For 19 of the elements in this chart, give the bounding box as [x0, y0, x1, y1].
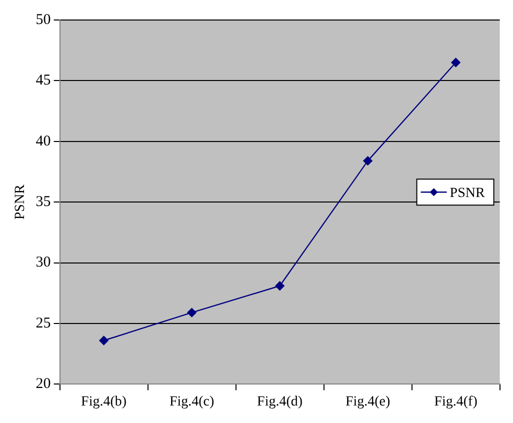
point	[275, 281, 284, 290]
point	[363, 156, 372, 166]
x-tick-label: Fig.4(f)	[434, 394, 478, 410]
y-axis-title: PSNR	[13, 184, 28, 220]
x-tick-label: Fig.4(d)	[257, 394, 303, 410]
legend-label: PSNR	[450, 186, 486, 201]
y-tick-label: 45	[36, 72, 51, 89]
y-tick-label: 25	[36, 315, 51, 332]
y-tick-label: 50	[36, 12, 51, 28]
y-tick-label: 40	[36, 133, 51, 150]
point	[187, 308, 196, 318]
y-tick-label: 35	[36, 194, 51, 210]
x-tick-label: Fig.4(c)	[169, 394, 214, 410]
x-tick-label: Fig.4(e)	[345, 394, 390, 410]
y-tick-label: 20	[36, 376, 51, 392]
y-tick-label: 30	[36, 254, 51, 271]
point	[99, 336, 108, 346]
x-tick-label: Fig.4(b)	[81, 394, 127, 410]
point	[451, 58, 460, 68]
